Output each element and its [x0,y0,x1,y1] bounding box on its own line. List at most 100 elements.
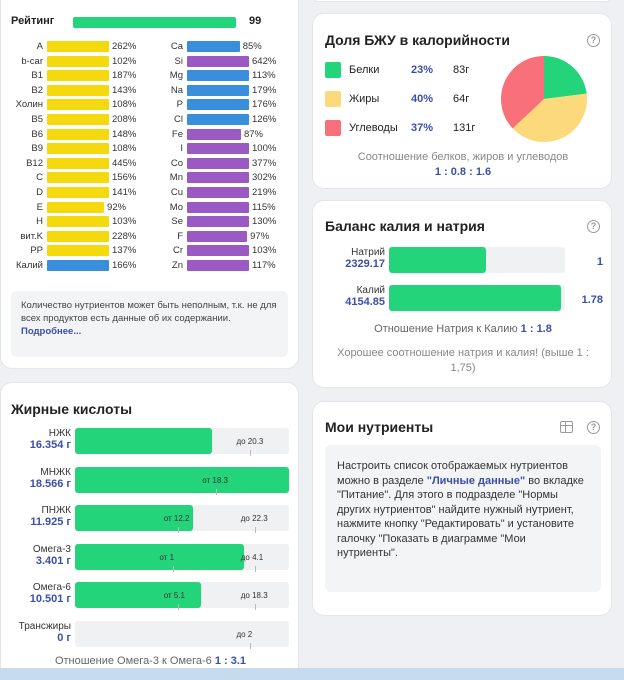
norm-marker-tick [250,642,252,649]
pie-slice-1 [512,93,587,142]
omega-ratio-label: Отношение Омега-3 к Омега-6 [54,655,212,667]
nutrient-percent: 219% [252,186,277,198]
more-link[interactable]: Подробнее... [21,326,82,337]
nutrient-name: Zn [171,259,183,271]
nutrient-bar [187,259,249,271]
previous-card-edge [312,0,612,2]
fatty-acids-card: Жирные кислоты НЖК 16.354 г до 20.3 МНЖК 18.… [0,382,299,680]
help-icon[interactable]: ? [587,220,600,233]
nutrient-name: B5 [31,113,43,125]
bju-percent: 23% [411,64,434,76]
nutrient-row: C 156% [3,171,153,186]
info-text-1: Настроить список отображаемых нутриентов… [337,460,569,487]
nutrient-percent: 141% [112,186,137,198]
bju-ratio: 1 : 0.8 : 1.6 [434,166,492,178]
nutrient-percent: 377% [252,157,277,169]
nutrient-bar [187,113,249,125]
table-icon[interactable] [560,421,573,433]
fatty-acid-value: 11.925 г [30,516,71,528]
nutrient-row: Si 642% [143,55,293,70]
kna-ratio-value: 1 : 1.8 [520,323,552,335]
fatty-acid-track: от 1 до 4.1 [75,543,289,572]
nutrient-name: P [176,99,183,111]
nutrient-row: вит.K 228% [3,230,153,245]
norm-marker-label: до 18.3 [240,591,268,600]
nutrient-bar [187,186,249,198]
nutrient-percent: 642% [252,55,277,67]
nutrient-name: C [36,172,43,184]
nutrient-row: P 176% [143,98,293,113]
info-text-2: во вкладке "Питание". Для этого в подраз… [337,474,584,560]
nutrient-name: B1 [31,70,43,82]
bju-grams: 83г [453,64,470,76]
nutrient-bar [47,216,109,228]
kna-track [389,247,565,273]
nutrient-bar [187,70,249,82]
nutrient-row: Cl 126% [143,113,293,128]
nutrient-name: A [36,41,43,52]
nutrient-bar [47,230,109,242]
bju-pie-chart [501,56,587,142]
nutrient-row: H 103% [3,215,153,230]
fatty-acid-name: Омега-6 [32,582,71,593]
fatty-acid-fill [75,428,212,454]
kna-ratio-number: 1 [596,256,603,268]
nutrient-percent: 148% [112,128,137,140]
nutrient-percent: 97% [250,230,270,242]
kna-title: Баланс калия и натрия [325,218,485,234]
nutrient-row: I 100% [143,142,293,157]
help-icon[interactable]: ? [587,34,600,47]
nutrient-percent: 108% [112,99,137,111]
nutrient-name: Si [174,55,183,67]
fatty-acid-row: МНЖК 18.566 г от 18.3 [11,466,289,503]
kna-name: Калий [356,285,385,296]
nutrient-percent: 166% [112,259,137,271]
norm-marker-tick [216,488,218,495]
personal-data-link[interactable]: "Личные данные" [426,474,526,487]
nutrient-name: D [36,186,43,198]
nutrient-name: F [177,230,183,242]
fatty-acid-value: 10.501 г [29,593,71,605]
nutrient-row: B6 148% [3,128,153,143]
kna-fill [389,285,562,311]
my-nutrients-title: Мои нутриенты [325,419,434,435]
help-icon[interactable]: ? [587,421,600,434]
nutrient-percent: 117% [252,259,276,271]
nutrient-row: Co 377% [143,157,293,172]
nutrient-row: Cr 103% [143,244,293,259]
nutrient-bar [47,201,105,213]
fatty-acid-track: до 20.3 [75,428,289,456]
norm-marker-tick [254,565,256,572]
nutrient-percent: 187% [112,70,137,82]
fatty-acid-row: Трансжиры 0 г до 2 [11,620,289,657]
nutrient-bar [187,128,241,140]
bju-name: Жиры [349,93,380,105]
nutrient-percent: 262% [112,41,137,52]
nutrient-percent: 87% [243,128,263,140]
nutrient-percent: 100% [252,143,277,155]
nutrient-bar [47,157,109,169]
norm-marker-label: от 5.1 [163,591,185,600]
nutrient-row: E 92% [3,201,153,216]
my-nutrients-info: Настроить список отображаемых нутриентов… [325,445,601,592]
nutrient-bar [187,41,240,52]
nutrient-name: Se [171,216,183,228]
nutrient-name: вит.K [20,230,43,242]
norm-marker-label: до 4.1 [240,552,264,562]
kna-fill [389,247,486,273]
rating-row: Рейтинг 99 [11,15,288,29]
omega-ratio-value: 1 : 3.1 [214,655,247,667]
nutrient-row: D 141% [3,186,153,201]
kna-name: Натрий [351,247,385,258]
nutrient-row: Калий 166% [3,259,153,274]
nutrient-row: B12 445% [3,157,153,172]
fatty-acid-row: ПНЖК 11.925 г от 12.2 до 22.3 [11,505,289,541]
nutrient-percent: 137% [112,245,137,257]
fatty-acid-track: от 12.2 до 22.3 [75,505,289,533]
nutrient-bar [187,84,249,96]
kna-ratio-label: Отношение Натрия к Калию [374,323,518,335]
bju-name: Белки [349,64,380,76]
norm-marker-label: до 22.3 [240,514,268,523]
bottom-bar [0,668,624,680]
kna-value: 2329.17 [345,258,385,270]
